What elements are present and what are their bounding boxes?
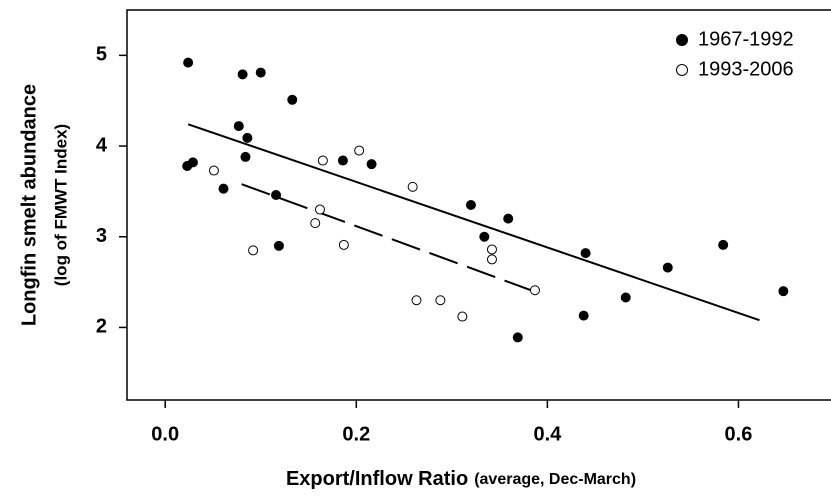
point: [240, 151, 251, 162]
point: [662, 262, 673, 273]
x-tick-label: 0.4: [533, 423, 562, 445]
point: [237, 69, 248, 80]
y-tick-label: 3: [96, 225, 107, 247]
point: [218, 183, 229, 194]
point: [479, 231, 490, 242]
fit-line: [187, 123, 760, 322]
point: [317, 155, 328, 166]
point: [486, 254, 497, 265]
point: [208, 165, 219, 176]
point: [778, 286, 789, 297]
point: [314, 204, 325, 215]
point: [271, 190, 282, 201]
point: [578, 310, 589, 321]
point: [407, 181, 418, 192]
point: [529, 285, 540, 296]
y-tick-label: 2: [96, 316, 107, 338]
x-tick-label: 0.6: [725, 423, 753, 445]
plot-frame: [126, 9, 831, 401]
x-axis-label: Export/Inflow Ratio (average, Dec-March): [286, 468, 636, 490]
point: [457, 311, 468, 322]
point: [486, 244, 497, 255]
fit-line: [241, 183, 532, 292]
point: [337, 155, 348, 166]
x-tick-label: 0.2: [342, 423, 370, 445]
point: [287, 94, 298, 105]
point: [255, 67, 266, 78]
point: [435, 295, 446, 306]
point: [187, 157, 198, 168]
point: [354, 145, 365, 156]
point: [310, 218, 321, 229]
point: [366, 159, 377, 170]
point: [273, 240, 284, 251]
y-tick-label: 5: [96, 44, 107, 66]
legend-label: 1993-2006: [698, 58, 794, 80]
x-axis-label-main: Export/Inflow Ratio: [286, 468, 468, 490]
legend-marker: [676, 64, 688, 76]
point: [183, 57, 194, 68]
point: [503, 213, 514, 224]
point: [580, 248, 591, 259]
y-axis-label: Longfin smelt abundance: [18, 84, 40, 326]
x-axis-label-note: (average, Dec-March): [474, 471, 636, 488]
point: [718, 239, 729, 250]
point: [512, 332, 523, 343]
point: [411, 295, 422, 306]
point: [338, 239, 349, 250]
y-tick-label: 4: [96, 134, 108, 156]
point: [248, 245, 259, 256]
point: [233, 121, 244, 132]
point: [620, 292, 631, 303]
point: [242, 132, 253, 143]
x-tick-label: 0.0: [151, 423, 179, 445]
point: [465, 200, 476, 210]
legend-marker: [676, 34, 688, 46]
legend-label: 1967-1992: [698, 28, 794, 50]
y-axis-label-note: (log of FMWT Index): [51, 124, 70, 286]
